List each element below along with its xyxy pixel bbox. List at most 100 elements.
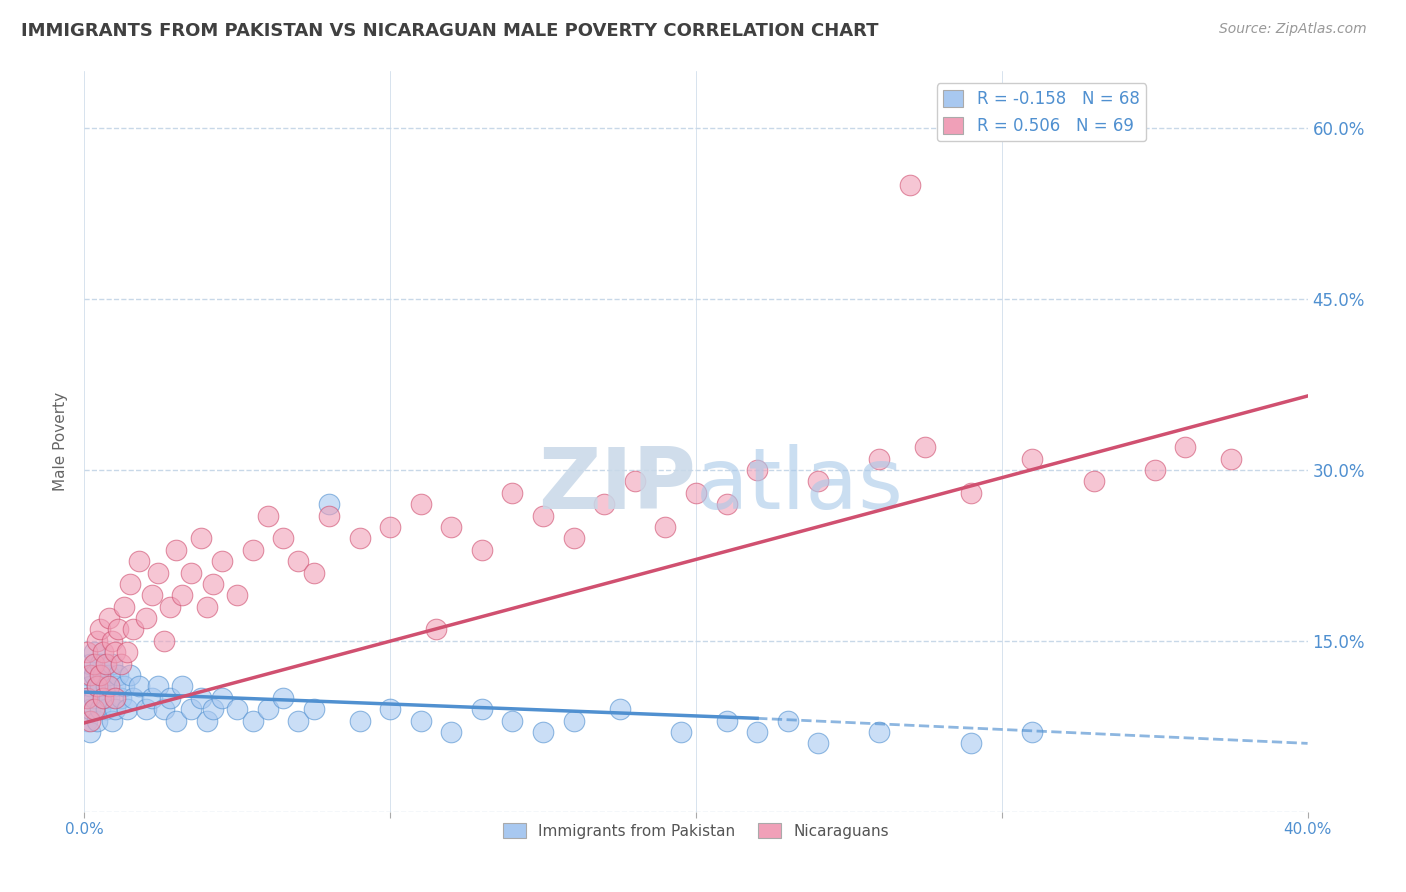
Point bbox=[122, 623, 145, 637]
Point bbox=[562, 714, 585, 728]
Point bbox=[165, 542, 187, 557]
Point bbox=[89, 702, 111, 716]
Point bbox=[115, 702, 138, 716]
Point bbox=[146, 680, 169, 694]
Point bbox=[94, 702, 117, 716]
Point bbox=[120, 577, 142, 591]
Point bbox=[1021, 451, 1043, 466]
Point bbox=[502, 714, 524, 728]
Point bbox=[86, 680, 108, 694]
Point bbox=[960, 736, 983, 750]
Point bbox=[747, 725, 769, 739]
Point bbox=[716, 714, 738, 728]
Point bbox=[76, 690, 98, 705]
Point bbox=[172, 588, 194, 602]
Point bbox=[91, 668, 114, 682]
Point bbox=[593, 497, 616, 511]
Point bbox=[201, 702, 224, 716]
Point bbox=[86, 680, 108, 694]
Point bbox=[97, 680, 120, 694]
Point bbox=[91, 690, 114, 705]
Point bbox=[76, 690, 98, 705]
Point bbox=[302, 566, 325, 580]
Point bbox=[287, 714, 309, 728]
Point bbox=[716, 497, 738, 511]
Point bbox=[79, 668, 101, 682]
Point bbox=[89, 668, 111, 682]
Point bbox=[531, 725, 554, 739]
Point bbox=[654, 520, 676, 534]
Point bbox=[190, 532, 212, 546]
Point bbox=[1083, 475, 1105, 489]
Legend: Immigrants from Pakistan, Nicaraguans: Immigrants from Pakistan, Nicaraguans bbox=[496, 816, 896, 845]
Point bbox=[211, 690, 233, 705]
Point bbox=[97, 611, 120, 625]
Point bbox=[141, 690, 163, 705]
Text: atlas: atlas bbox=[696, 444, 904, 527]
Point bbox=[83, 702, 105, 716]
Point bbox=[165, 714, 187, 728]
Point bbox=[425, 623, 447, 637]
Point bbox=[79, 680, 101, 694]
Point bbox=[101, 657, 124, 671]
Point bbox=[97, 690, 120, 705]
Point bbox=[94, 657, 117, 671]
Point bbox=[94, 680, 117, 694]
Point bbox=[107, 623, 129, 637]
Point bbox=[226, 702, 249, 716]
Point bbox=[302, 702, 325, 716]
Point bbox=[122, 690, 145, 705]
Point bbox=[97, 668, 120, 682]
Point bbox=[349, 532, 371, 546]
Point bbox=[104, 690, 127, 705]
Point bbox=[226, 588, 249, 602]
Point bbox=[807, 736, 830, 750]
Point bbox=[79, 725, 101, 739]
Point bbox=[271, 532, 294, 546]
Point bbox=[135, 702, 157, 716]
Point bbox=[747, 463, 769, 477]
Point bbox=[89, 680, 111, 694]
Point bbox=[91, 690, 114, 705]
Point bbox=[83, 645, 105, 659]
Point bbox=[914, 440, 936, 454]
Point bbox=[471, 702, 494, 716]
Point bbox=[1174, 440, 1197, 454]
Point bbox=[172, 680, 194, 694]
Point bbox=[318, 497, 340, 511]
Point bbox=[211, 554, 233, 568]
Point bbox=[807, 475, 830, 489]
Point bbox=[257, 702, 280, 716]
Point bbox=[409, 714, 432, 728]
Point bbox=[609, 702, 631, 716]
Point bbox=[1143, 463, 1166, 477]
Point bbox=[195, 599, 218, 614]
Point bbox=[195, 714, 218, 728]
Point bbox=[135, 611, 157, 625]
Point bbox=[89, 657, 111, 671]
Point bbox=[318, 508, 340, 523]
Point bbox=[531, 508, 554, 523]
Point bbox=[153, 633, 176, 648]
Point bbox=[471, 542, 494, 557]
Point bbox=[180, 566, 202, 580]
Point bbox=[669, 725, 692, 739]
Point bbox=[440, 520, 463, 534]
Point bbox=[86, 714, 108, 728]
Point bbox=[257, 508, 280, 523]
Point bbox=[107, 668, 129, 682]
Point bbox=[76, 714, 98, 728]
Point bbox=[89, 623, 111, 637]
Text: ZIP: ZIP bbox=[538, 444, 696, 527]
Point bbox=[242, 542, 264, 557]
Point bbox=[776, 714, 799, 728]
Point bbox=[201, 577, 224, 591]
Point bbox=[79, 702, 101, 716]
Point bbox=[159, 599, 181, 614]
Point bbox=[141, 588, 163, 602]
Y-axis label: Male Poverty: Male Poverty bbox=[53, 392, 69, 491]
Point bbox=[110, 657, 132, 671]
Point bbox=[112, 599, 135, 614]
Point bbox=[76, 645, 98, 659]
Point bbox=[271, 690, 294, 705]
